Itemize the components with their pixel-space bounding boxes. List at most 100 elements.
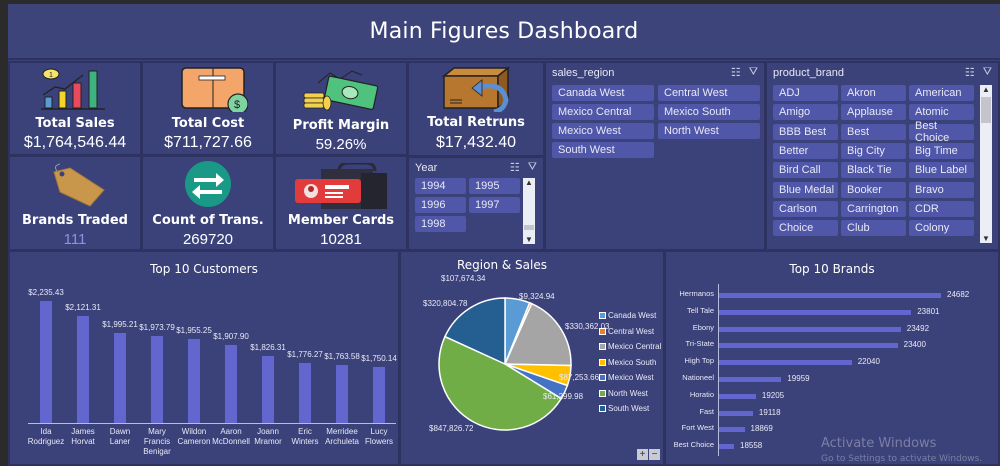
brand-chip[interactable]: Applause [841,104,906,121]
legend-item[interactable]: South West [599,404,649,413]
bar[interactable] [299,362,311,423]
brand-chip[interactable]: Atomic [909,104,974,121]
pie-slice[interactable] [503,302,572,367]
dashboard-frame: Main Figures Dashboard 1 Total Sales $1,… [8,4,1000,466]
region-chip[interactable]: Mexico West [552,123,654,139]
brand-chip[interactable]: Bird Call [773,162,838,179]
brand-chip[interactable]: Black Tie [841,162,906,179]
scroll-down-icon[interactable]: ▼ [982,234,990,243]
bar[interactable] [719,427,745,433]
scroll-up-icon[interactable]: ▲ [525,178,533,187]
region-chip[interactable]: North West [658,123,760,139]
select-all-icon[interactable]: ☷ [730,67,741,79]
bar[interactable] [262,356,274,423]
bar[interactable] [719,360,852,366]
region-chip[interactable]: Canada West [552,85,654,101]
brand-chip[interactable]: Akron [841,85,906,101]
x-tick-line: Dawn [109,427,131,436]
bar[interactable] [719,326,901,332]
brand-chip[interactable]: Bravo [909,181,974,198]
price-tag-icon [53,163,105,207]
select-all-icon[interactable]: ☷ [509,162,520,174]
data-label: $1,973.79 [139,323,175,333]
brand-chip[interactable]: Big Time [909,142,974,159]
brand-scrollbar[interactable]: ▲ ▼ [980,85,992,243]
brand-chip[interactable]: BBB Best [773,123,838,140]
bar[interactable] [188,338,200,423]
brand-chip[interactable]: Better [773,142,838,159]
pie-slice[interactable] [438,335,563,431]
bar[interactable] [719,393,756,399]
year-chip[interactable]: 1997 [469,197,520,213]
brand-chip[interactable]: Club [841,220,906,237]
region-chip[interactable]: Central West [658,85,760,101]
data-label: $1,955.25 [176,325,212,335]
zoom-in-button[interactable]: + [637,449,648,460]
year-scrollbar[interactable]: ▲ ▼ [523,178,535,244]
brand-chip[interactable]: Best Choice [909,120,974,144]
pie-slice[interactable] [443,297,506,366]
brand-chip[interactable]: Choice [773,220,838,237]
bar[interactable] [719,293,941,298]
bar[interactable] [225,345,237,423]
bar[interactable] [719,343,898,349]
kpi-value: 10281 [320,231,362,248]
legend-item[interactable]: Mexico West [599,373,654,382]
legend-swatch [599,327,606,335]
brand-chip[interactable]: Amigo [773,104,838,121]
year-chip[interactable]: 1996 [415,197,466,213]
bar[interactable] [114,333,126,423]
brand-chip[interactable]: Blue Label [909,162,974,179]
kpi-total-cost: $ Total Cost $711,727.66 [141,61,275,156]
region-slicer[interactable]: sales_region ☷ ⛛ Canada West Central Wes… [544,61,766,251]
bar[interactable] [373,366,385,423]
year-chip[interactable]: 1995 [469,178,520,194]
region-chip[interactable]: South West [552,142,654,158]
scroll-up-icon[interactable]: ▲ [982,85,990,94]
brand-chip[interactable]: ADJ [773,85,838,101]
bar[interactable] [151,336,163,423]
kpi-value: $1,764,546.44 [23,134,127,151]
brand-chip[interactable]: Carrington [841,200,906,217]
select-all-icon[interactable]: ☷ [964,67,975,79]
brand-chip[interactable]: Big City [841,142,906,159]
legend-item[interactable]: Mexico Central [599,342,661,351]
x-axis-line [28,423,396,424]
year-chip[interactable]: 1994 [415,178,466,194]
bar[interactable] [77,316,89,423]
brand-chip[interactable]: Booker [841,181,906,198]
kpi-value: 269720 [182,231,234,248]
region-chip[interactable]: Mexico South [658,104,760,120]
brand-chip[interactable]: American [909,85,974,101]
year-slicer[interactable]: Year ☷ ⛛ 1994 1995 1996 1997 1998 ▲ ▼ [407,156,545,251]
year-chip[interactable]: 1998 [415,216,466,232]
legend-swatch [599,343,606,350]
legend-item[interactable]: Mexico South [599,358,656,367]
clear-filter-icon[interactable]: ⛛ [982,66,992,78]
legend-item[interactable]: North West [599,389,648,398]
bar[interactable] [719,377,782,382]
zoom-out-button[interactable]: − [649,449,660,460]
slice-label: $87,253.66 [559,373,600,382]
brand-chip[interactable]: Colony [909,220,974,237]
x-tick-line: Benigar [143,447,171,456]
bar[interactable] [40,301,52,423]
bar[interactable] [719,410,753,416]
brand-chip[interactable]: Carlson [773,200,838,217]
brand-chip[interactable]: CDR [909,200,974,217]
slice-label: $330,362.03 [565,322,610,331]
region-chip[interactable]: Mexico Central [552,104,654,120]
bar[interactable] [336,364,348,423]
brand-chip[interactable]: Best [841,123,906,140]
bar[interactable] [719,444,734,450]
scroll-down-icon[interactable]: ▼ [525,235,533,244]
legend-item[interactable]: Central West [599,327,654,336]
slice-label: $320,804.78 [423,299,468,308]
clear-filter-icon[interactable]: ⛛ [748,66,758,78]
brand-slicer[interactable]: product_brand ☷ ⛛ ▲ ▼ ADJ Akron American Am… [765,61,1000,251]
data-label: 19118 [758,407,781,417]
bar[interactable] [719,309,912,315]
legend-item[interactable]: Canada West [599,311,656,320]
brand-chip[interactable]: Blue Medal [773,181,838,198]
clear-filter-icon[interactable]: ⛛ [527,161,537,173]
